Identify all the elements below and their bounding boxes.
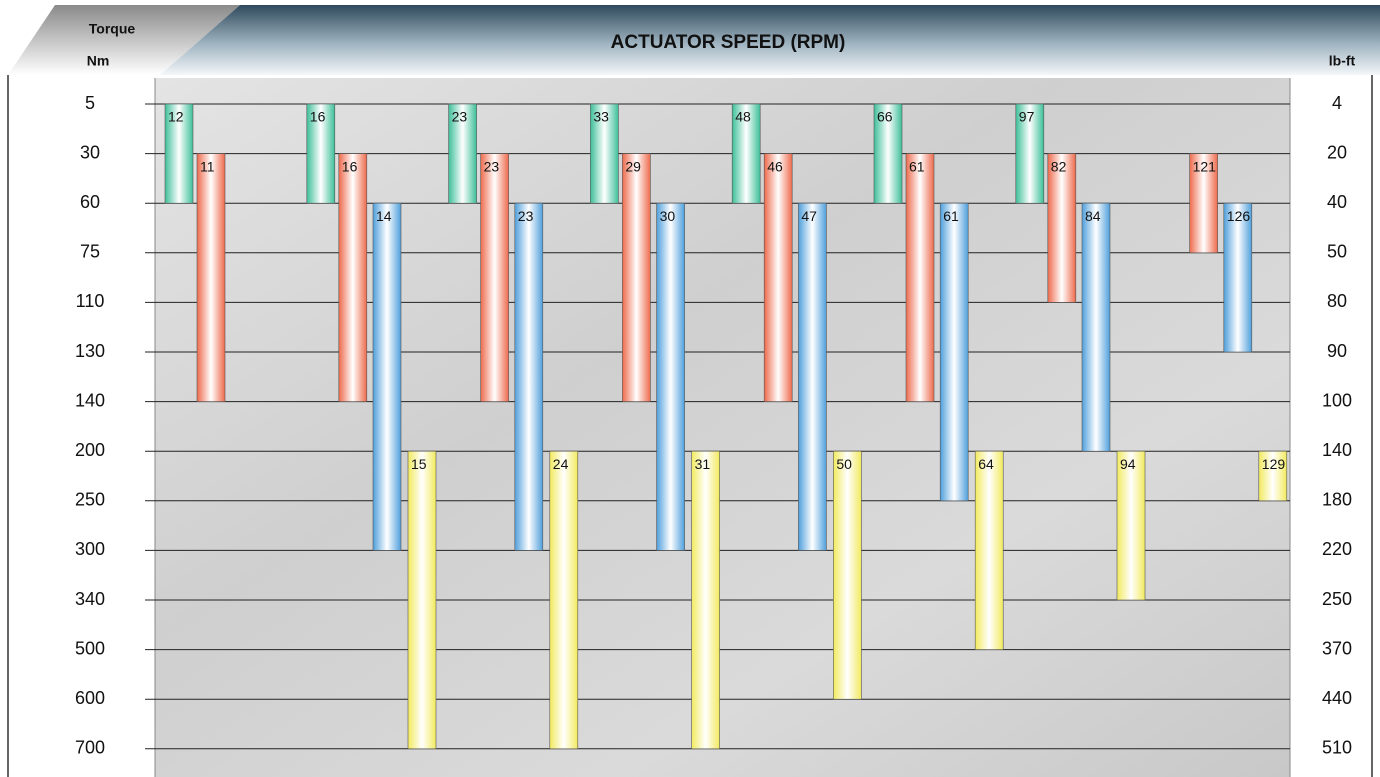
bar-label: 126 <box>1227 208 1251 224</box>
bar-label: 24 <box>553 456 569 472</box>
bar-label: 33 <box>593 109 609 125</box>
y2-tick-label: 4 <box>1332 93 1342 113</box>
bar <box>1116 450 1146 601</box>
bar <box>407 450 437 750</box>
y2-tick-label: 40 <box>1327 192 1347 212</box>
bar-label: 11 <box>200 158 215 174</box>
bar <box>798 202 827 551</box>
bar-label: 46 <box>767 158 783 174</box>
bar <box>549 450 579 750</box>
y2-tick-label: 220 <box>1322 539 1352 559</box>
bar-label: 84 <box>1085 208 1101 224</box>
bar <box>590 103 619 204</box>
bar <box>1189 153 1218 254</box>
y-tick-label: 30 <box>80 142 100 162</box>
y2-tick-label: 250 <box>1322 589 1352 609</box>
y-label: Torque <box>89 21 136 37</box>
header-tab <box>8 5 240 75</box>
bar <box>763 153 793 402</box>
bar <box>1015 103 1045 204</box>
bar-label: 61 <box>909 158 925 174</box>
bar-label: 48 <box>735 109 751 125</box>
y2-tick-label: 180 <box>1322 490 1352 510</box>
bar <box>448 103 477 204</box>
bar <box>1081 202 1111 452</box>
y-unit: Nm <box>87 53 110 69</box>
y-tick-label: 340 <box>75 589 105 609</box>
bar <box>833 450 862 700</box>
y-tick-label: 5 <box>85 93 95 113</box>
bar <box>164 103 194 204</box>
y-tick-label: 250 <box>75 490 105 510</box>
y2-tick-label: 140 <box>1322 440 1352 460</box>
bar-label: 29 <box>625 158 641 174</box>
bar-label: 23 <box>518 208 534 224</box>
bar-label: 129 <box>1262 456 1286 472</box>
bar-label: 61 <box>943 208 959 224</box>
y-tick-label: 110 <box>76 291 105 311</box>
bar-label: 15 <box>411 456 427 472</box>
bar-label: 94 <box>1120 456 1136 472</box>
header-bar <box>160 5 1380 75</box>
bar-label: 97 <box>1019 109 1035 125</box>
bar-label: 64 <box>978 456 994 472</box>
bar <box>338 153 368 402</box>
y2-unit: lb-ft <box>1329 53 1356 69</box>
bar-label: 121 <box>1193 158 1217 174</box>
bar-label: 16 <box>310 109 326 125</box>
y-tick-label: 60 <box>80 192 100 212</box>
y2-tick-label: 440 <box>1322 688 1352 708</box>
bar <box>372 202 402 551</box>
bar-label: 50 <box>836 456 852 472</box>
bar <box>731 103 761 204</box>
bar <box>873 103 903 204</box>
bar <box>514 202 544 551</box>
bar <box>656 202 685 551</box>
y-tick-label: 700 <box>75 738 105 758</box>
bar <box>691 450 720 750</box>
bar-label: 23 <box>452 109 468 125</box>
y2-tick-label: 20 <box>1327 142 1347 162</box>
y-tick-label: 500 <box>75 638 105 658</box>
chart-title: ACTUATOR SPEED (RPM) <box>611 32 846 53</box>
bar <box>939 202 969 502</box>
y2-tick-label: 90 <box>1327 341 1347 361</box>
bar <box>1223 202 1253 353</box>
y2-tick-label: 50 <box>1327 242 1347 262</box>
bar-label: 12 <box>168 109 184 125</box>
bar <box>196 153 226 402</box>
y2-tick-label: 370 <box>1322 638 1352 658</box>
bar-label: 47 <box>801 208 817 224</box>
bar-label: 23 <box>484 158 500 174</box>
bar-label: 16 <box>342 158 358 174</box>
y-tick-label: 600 <box>75 688 105 708</box>
y2-tick-label: 100 <box>1322 390 1352 410</box>
y2-tick-label: 510 <box>1322 738 1352 758</box>
bar-label: 14 <box>376 208 392 224</box>
bar-label: 30 <box>660 208 676 224</box>
y-tick-label: 300 <box>75 539 105 559</box>
bar <box>480 153 509 402</box>
bar <box>622 153 651 402</box>
bar <box>905 153 935 402</box>
bar-label: 31 <box>695 456 711 472</box>
y2-tick-label: 80 <box>1327 291 1347 311</box>
bar <box>974 450 1004 650</box>
bar-label: 66 <box>877 109 893 125</box>
y-tick-label: 75 <box>80 242 100 262</box>
bar <box>1047 153 1077 303</box>
bar <box>1258 450 1288 502</box>
y-tick-label: 130 <box>75 341 105 361</box>
y-tick-label: 200 <box>75 440 105 460</box>
bar <box>306 103 336 204</box>
bar-label: 82 <box>1051 158 1067 174</box>
y-tick-label: 140 <box>75 390 105 410</box>
